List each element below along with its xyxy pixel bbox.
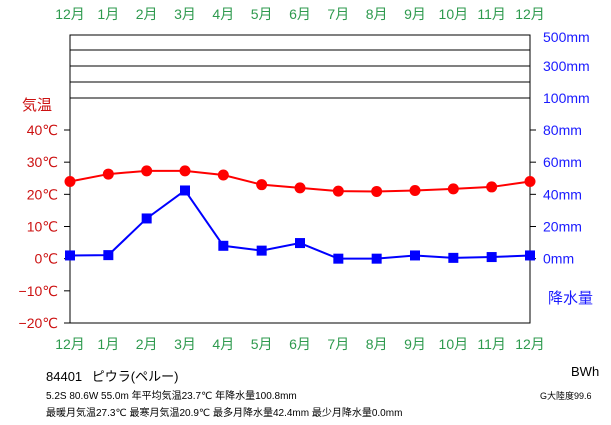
station-stats-line2: 最暖月気温27.3℃ 最寒月気温20.9℃ 最多月降水量42.4mm 最少月降水… — [46, 408, 403, 419]
top-month-label: 12月 — [55, 6, 85, 22]
bottom-month-label: 3月 — [174, 336, 196, 352]
y-right-axis-title: 降水量 — [548, 290, 593, 307]
precipitation-point — [448, 252, 459, 263]
top-month-label: 5月 — [251, 6, 273, 22]
top-month-label: 9月 — [404, 6, 426, 22]
precipitation-point — [486, 252, 497, 263]
top-month-label: 7月 — [327, 6, 349, 22]
bottom-month-label: 1月 — [97, 336, 119, 352]
y-right-tick-label: 40mm — [543, 186, 582, 202]
precipitation-point — [333, 253, 344, 264]
precipitation-point — [218, 240, 229, 251]
top-month-label: 2月 — [136, 6, 158, 22]
temperature-point — [294, 182, 306, 194]
station-name: ピウラ(ペルー) — [91, 369, 179, 384]
y-right-upper-tick-labels: 100mm 300mm 500mm — [543, 29, 590, 106]
temperature-point — [102, 168, 114, 180]
bottom-month-label: 5月 — [251, 336, 273, 352]
plot-frame — [69, 34, 531, 324]
precipitation-point — [65, 250, 75, 261]
station-stats-line1: 5.2S 80.6W 55.0m 年平均気温23.7℃ 年降水量100.8mm — [46, 391, 297, 402]
temperature-point — [179, 165, 191, 177]
series-layer — [64, 165, 536, 264]
top-month-label: 3月 — [174, 6, 196, 22]
temperature-point — [332, 185, 344, 197]
bottom-month-label: 12月 — [55, 336, 85, 352]
bottom-month-label: 4月 — [212, 336, 234, 352]
temperature-point — [371, 185, 383, 197]
top-month-label: 6月 — [289, 6, 311, 22]
top-month-label: 12月 — [515, 6, 545, 22]
y-left-tick-label: −10℃ — [19, 283, 58, 299]
precipitation-point — [180, 185, 190, 196]
top-month-label: 10月 — [439, 6, 469, 22]
bottom-month-label: 10月 — [439, 336, 469, 352]
top-month-label: 8月 — [366, 6, 388, 22]
temperature-point — [409, 184, 421, 196]
bottom-month-label: 6月 — [289, 336, 311, 352]
y-right-tick-label: 20mm — [543, 219, 582, 235]
temperature-point — [141, 165, 153, 177]
y-left-axis-title: 気温 — [22, 97, 52, 114]
y-right-tick-label: 60mm — [543, 154, 582, 170]
bottom-month-label: 9月 — [404, 336, 426, 352]
bottom-month-label: 8月 — [366, 336, 388, 352]
bottom-month-label: 2月 — [136, 336, 158, 352]
y-right-upper-tick-label: 100mm — [543, 90, 590, 106]
bottom-month-label: 7月 — [327, 336, 349, 352]
y-left-tick-label: 0℃ — [34, 251, 58, 267]
precipitation-point — [256, 245, 267, 256]
precipitation-point — [295, 238, 305, 249]
precipitation-point — [103, 250, 114, 261]
bottom-month-labels: 12月 1月 2月 3月 4月 5月 6月 7月 8月 9月 10月 11月 12月 — [55, 336, 545, 352]
y-left-tick-label: −20℃ — [19, 315, 58, 331]
y-right-tick-label: 80mm — [543, 122, 582, 138]
precipitation-line — [69, 189, 531, 260]
y-left-tick-label: 30℃ — [27, 154, 58, 170]
temperature-point — [524, 175, 536, 187]
y-left-tick-labels: 40℃ 30℃ 20℃ 10℃ 0℃ −10℃ −20℃ — [19, 122, 70, 331]
precipitation-point — [525, 250, 535, 261]
temperature-point — [447, 183, 459, 195]
y-left-tick-label: 40℃ — [27, 122, 58, 138]
y-right-upper-tick-label: 500mm — [543, 29, 590, 45]
climate-class: BWh — [571, 364, 600, 379]
top-month-label: 11月 — [477, 6, 506, 22]
precipitation-point — [371, 253, 382, 264]
temperature-point — [217, 169, 229, 181]
bottom-month-label: 12月 — [515, 336, 545, 352]
top-month-labels: 12月 1月 2月 3月 4月 5月 6月 7月 8月 9月 10月 11月 12月 — [55, 6, 545, 22]
y-right-tick-label: 0mm — [543, 251, 574, 267]
bottom-month-label: 11月 — [477, 336, 506, 352]
temperature-point — [256, 179, 268, 191]
y-right-upper-tick-label: 300mm — [543, 58, 590, 74]
y-left-tick-label: 10℃ — [27, 219, 58, 235]
precipitation-point — [410, 250, 420, 261]
y-right-tick-labels: 0mm 20mm 40mm 60mm 80mm — [530, 122, 582, 267]
top-month-label: 1月 — [97, 6, 119, 22]
y-left-tick-label: 20℃ — [27, 186, 58, 202]
continentality: G大陸度99.6 — [540, 391, 592, 401]
station-title: 84401 ピウラ(ペルー) — [46, 366, 178, 385]
temperature-point — [64, 175, 76, 187]
top-month-label: 4月 — [212, 6, 234, 22]
station-id: 84401 — [46, 369, 83, 384]
upper-band-lines — [70, 49, 530, 99]
temperature-point — [486, 181, 498, 193]
precipitation-point — [141, 213, 152, 224]
